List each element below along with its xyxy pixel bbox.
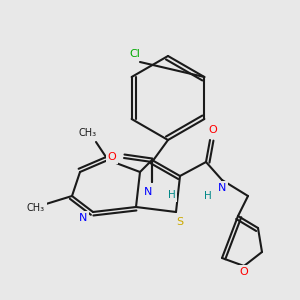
Text: H: H bbox=[168, 190, 176, 200]
Text: N: N bbox=[79, 213, 87, 223]
Text: O: O bbox=[208, 125, 217, 135]
Text: CH₃: CH₃ bbox=[79, 128, 97, 138]
Text: CH₃: CH₃ bbox=[27, 203, 45, 213]
Text: Cl: Cl bbox=[130, 49, 140, 59]
Text: O: O bbox=[108, 152, 116, 162]
Text: N: N bbox=[144, 187, 152, 197]
Text: O: O bbox=[240, 267, 248, 277]
Text: N: N bbox=[218, 183, 226, 193]
Text: S: S bbox=[176, 217, 184, 227]
Text: H: H bbox=[204, 191, 212, 201]
